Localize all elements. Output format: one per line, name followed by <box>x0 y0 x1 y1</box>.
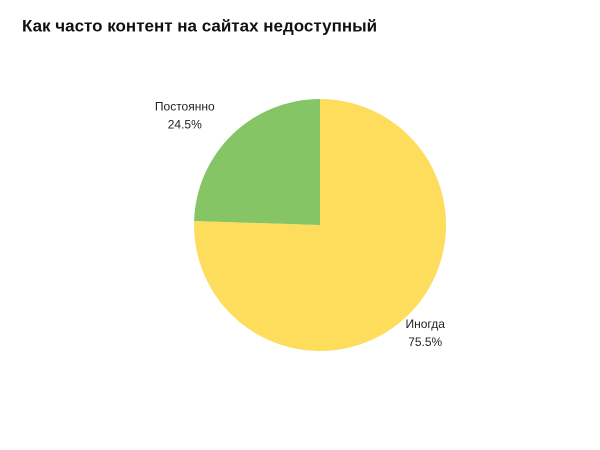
slice-value-label: 24.5% <box>168 118 202 132</box>
pie-slice <box>194 99 320 225</box>
slice-label: Постоянно <box>155 100 215 114</box>
slice-value-label: 75.5% <box>408 335 442 349</box>
chart-title: Как часто контент на сайтах недоступный <box>22 16 377 35</box>
slice-label: Иногда <box>405 317 445 331</box>
